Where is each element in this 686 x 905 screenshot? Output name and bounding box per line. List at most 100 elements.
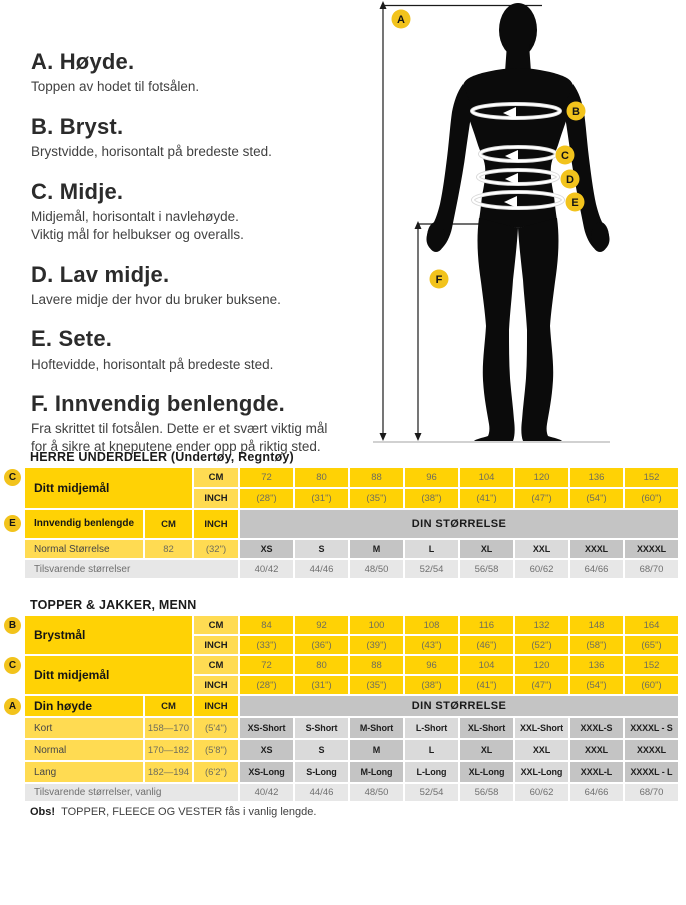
size-cell: XL xyxy=(460,740,513,760)
size-cell: XXXXL xyxy=(625,540,678,558)
table1-margin-badge-e: E xyxy=(4,515,21,532)
chest-cm-cell: 148 xyxy=(570,616,623,634)
size-cell: XXL-Short xyxy=(515,718,568,738)
badge-b-letter: B xyxy=(572,106,580,118)
desc-heading-d: D. Lav midje. xyxy=(31,261,170,287)
equivalent-size-cell: 48/50 xyxy=(350,560,403,578)
desc-heading-e: E. Sete. xyxy=(31,326,113,352)
height-inch-cell: (5'4") xyxy=(194,718,238,738)
normal-inch-cell: (32") xyxy=(194,540,238,558)
equivalent-size-cell: 64/66 xyxy=(570,784,623,801)
waist-inch-cell: (38") xyxy=(405,489,458,508)
footnote-text: TOPPER, FLEECE OG VESTER fås i vanlig le… xyxy=(61,806,317,818)
size-cell: M xyxy=(350,540,403,558)
equivalent-size-cell: 68/70 xyxy=(625,560,678,578)
chest-inch-cell: (36") xyxy=(295,636,348,654)
chest-cm-cell: 132 xyxy=(515,616,568,634)
desc-body-e: Hoftevidde, horisontalt på bredeste sted… xyxy=(31,356,274,372)
cm-tag-cell: CM xyxy=(145,510,192,538)
badge-e-letter: E xyxy=(571,197,578,209)
waist-cm-cell: 80 xyxy=(295,656,348,674)
size-cell: XL-Long xyxy=(460,762,513,782)
arrowhead-f-bottom xyxy=(414,433,422,441)
height-row-label: Kort xyxy=(25,718,143,738)
chest-inch-cell: (39") xyxy=(350,636,403,654)
description-item-c: C. Midje. Midjemål, horisontalt i navleh… xyxy=(31,180,343,244)
chest-inch-cell: (43") xyxy=(405,636,458,654)
waist-inch-cell: (60") xyxy=(625,676,678,694)
waist-cm-cell: 96 xyxy=(405,656,458,674)
waist-inch-cell: (60") xyxy=(625,489,678,508)
table1-margin-badge-c: C xyxy=(4,469,21,486)
equivalent-size-cell: 48/50 xyxy=(350,784,403,801)
description-item-b: B. Bryst. Brystvidde, horisontalt på bre… xyxy=(31,115,343,161)
chest-cm-cell: 116 xyxy=(460,616,513,634)
equivalent-size-cell: 68/70 xyxy=(625,784,678,801)
size-cell: XS-Long xyxy=(240,762,293,782)
desc-heading-b: B. Bryst. xyxy=(31,113,124,139)
badge-f-circle xyxy=(429,269,449,289)
waist-inch-cell: (54") xyxy=(570,676,623,694)
size-cell: S-Short xyxy=(295,718,348,738)
waist-inch-cell: (35") xyxy=(350,489,403,508)
table2-title: TOPPER & JAKKER, MENN xyxy=(30,598,197,612)
equivalent-size-cell: 52/54 xyxy=(405,560,458,578)
description-item-a: A. Høyde. Toppen av hodet til fotsålen. xyxy=(31,50,343,96)
inch-tag-cell: INCH xyxy=(194,489,238,508)
equivalent-sizes-label: Tilsvarende størrelser xyxy=(25,560,238,578)
size-cell: XXXL-L xyxy=(570,762,623,782)
height-cm-cell: 170—182 xyxy=(145,740,192,760)
waist-inch-cell: (41") xyxy=(460,489,513,508)
badge-c-letter: C xyxy=(561,150,569,162)
size-cell: M-Long xyxy=(350,762,403,782)
badge-c-circle xyxy=(555,145,575,165)
waist-cm-cell: 80 xyxy=(295,468,348,487)
size-cell: L xyxy=(405,540,458,558)
size-cell: XL-Short xyxy=(460,718,513,738)
table1-title: HERRE UNDERDELER (Undertøy, Regntøy) xyxy=(30,450,294,464)
desc-body-f: Fra skrittet til fotsålen. Dette er et s… xyxy=(31,421,328,455)
waist-inch-cell: (28") xyxy=(240,489,293,508)
waist-cm-cell: 104 xyxy=(460,656,513,674)
inch-tag-cell: INCH xyxy=(194,696,238,716)
badge-b-circle xyxy=(566,101,586,121)
waist-cm-cell: 96 xyxy=(405,468,458,487)
table2-margin-badge-a: A xyxy=(4,698,21,715)
size-cell: S xyxy=(295,740,348,760)
cm-tag-cell: CM xyxy=(145,696,192,716)
equivalent-size-cell: 40/42 xyxy=(240,784,293,801)
waist-cm-cell: 88 xyxy=(350,656,403,674)
inseam-label-cell: Innvendig benlengde xyxy=(25,510,143,538)
desc-heading-c: C. Midje. xyxy=(31,178,124,204)
size-cell: L-Short xyxy=(405,718,458,738)
badge-a-circle xyxy=(391,9,411,29)
desc-body-d: Lavere midje der hvor du bruker buksene. xyxy=(31,291,281,307)
description-item-d: D. Lav midje. Lavere midje der hvor du b… xyxy=(31,261,343,309)
waist-inch-cell: (35") xyxy=(350,676,403,694)
size-cell: S xyxy=(295,540,348,558)
chest-cm-cell: 108 xyxy=(405,616,458,634)
footnote-prefix: Obs! xyxy=(30,806,56,818)
waist-cm-cell: 152 xyxy=(625,656,678,674)
equivalent-size-cell: 52/54 xyxy=(405,784,458,801)
equivalent-size-cell: 60/62 xyxy=(515,784,568,801)
chest-cm-cell: 100 xyxy=(350,616,403,634)
badge-a-letter: A xyxy=(397,14,405,26)
equivalent-size-cell: 60/62 xyxy=(515,560,568,578)
size-cell: XXXL-S xyxy=(570,718,623,738)
waist-cm-cell: 120 xyxy=(515,656,568,674)
height-cm-cell: 182—194 xyxy=(145,762,192,782)
normal-cm-cell: 82 xyxy=(145,540,192,558)
cm-tag-cell: CM xyxy=(194,468,238,487)
height-row-label: Lang xyxy=(25,762,143,782)
height-row-label: Normal xyxy=(25,740,143,760)
size-cell: L-Long xyxy=(405,762,458,782)
male-silhouette xyxy=(426,3,610,441)
figure-svg: A B C D E F xyxy=(373,1,610,443)
arrowhead-a-top xyxy=(379,1,387,9)
chest-inch-cell: (33") xyxy=(240,636,293,654)
size-cell: L xyxy=(405,740,458,760)
cm-tag-cell: CM xyxy=(194,656,238,674)
height-inch-cell: (5'8") xyxy=(194,740,238,760)
